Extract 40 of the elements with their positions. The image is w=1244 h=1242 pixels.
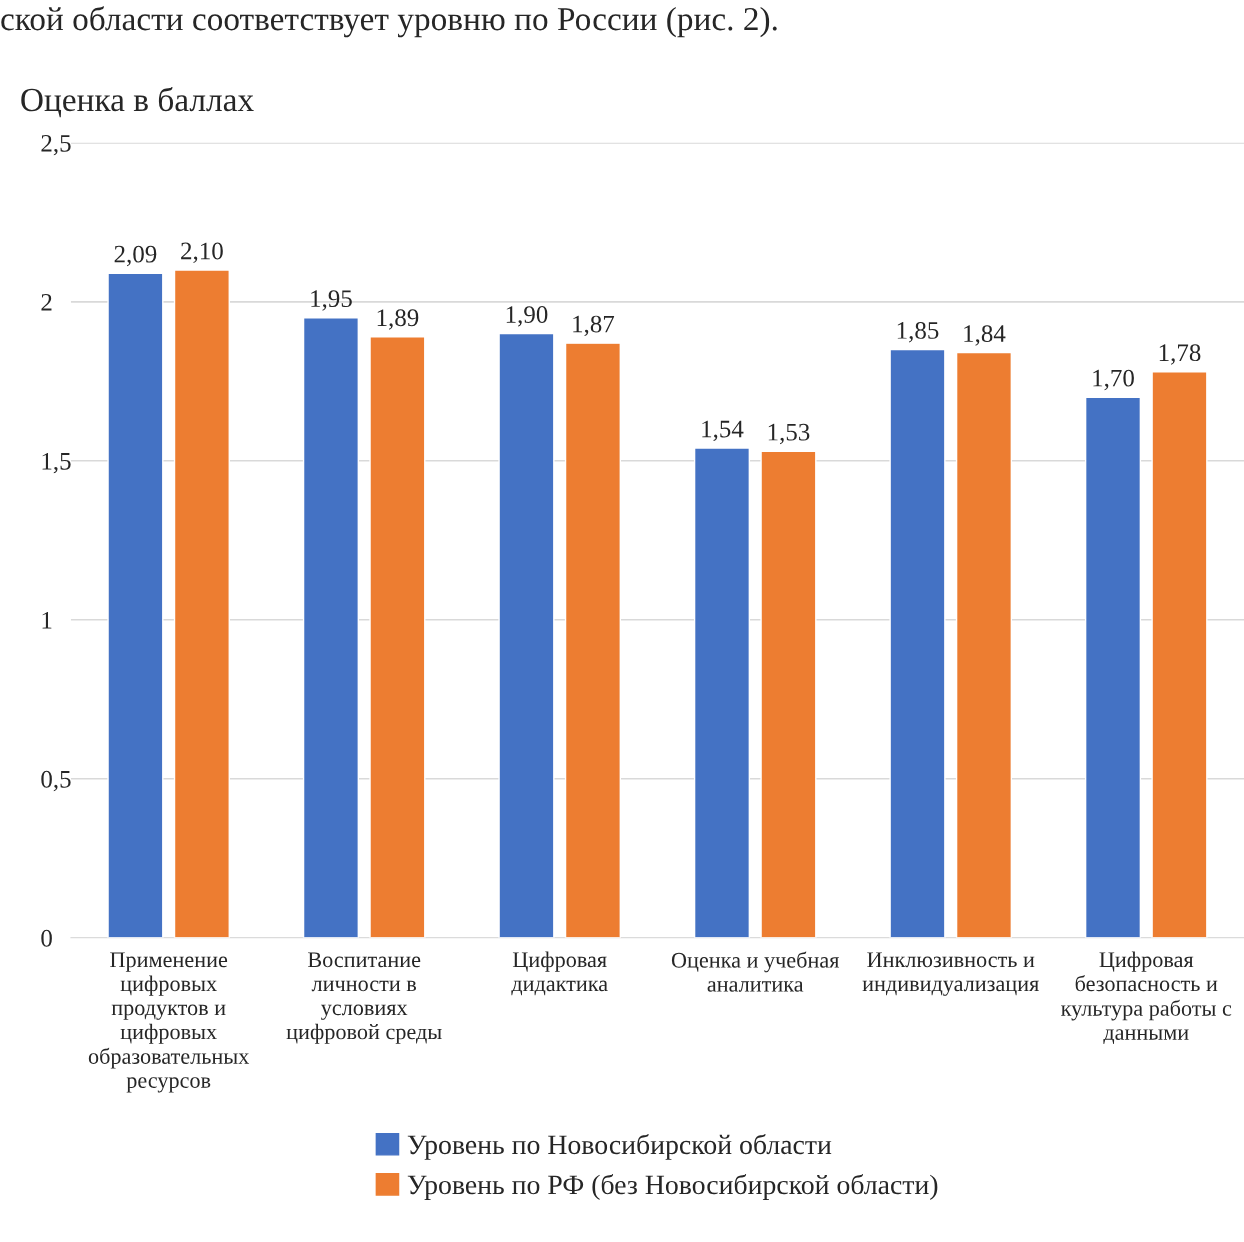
bar bbox=[564, 342, 622, 938]
y-axis-title: Оценка в баллах bbox=[21, 87, 254, 118]
x-tick-label: Инклюзивность и индивидуализация bbox=[862, 952, 1039, 996]
x-tick-label: Оценка и учебная аналитика bbox=[671, 951, 840, 992]
y-tick-label: 1,5 bbox=[42, 452, 71, 474]
data-label: 1,53 bbox=[768, 423, 810, 445]
bar bbox=[1151, 371, 1208, 938]
data-label: 1,84 bbox=[964, 325, 1006, 346]
x-tick-label: Применение цифровых продуктов и цифровых образовательных ресурсов bbox=[88, 952, 250, 1093]
data-label: 1,90 bbox=[506, 306, 548, 327]
data-label: 1,85 bbox=[897, 321, 939, 343]
bar bbox=[889, 348, 946, 938]
x-tick-label: Цифровая дидактика bbox=[511, 951, 608, 996]
y-tick-label: 2,5 bbox=[41, 134, 71, 156]
data-label: 2,09 bbox=[114, 245, 157, 267]
data-label: 1,54 bbox=[702, 420, 744, 442]
bar bbox=[107, 272, 164, 938]
data-label: 2,10 bbox=[181, 242, 223, 263]
bar bbox=[955, 351, 1013, 938]
x-tick-label: Цифровая безопасность и культура работы с данными bbox=[1061, 951, 1232, 1045]
data-label: 1,89 bbox=[377, 309, 419, 330]
y-tick-label: 1 bbox=[42, 611, 52, 629]
bar bbox=[760, 450, 817, 938]
y-tick-label: 0,5 bbox=[41, 770, 71, 792]
data-label: 1,78 bbox=[1159, 344, 1201, 365]
legend-label: Уровень по Новосибирской области bbox=[407, 1134, 832, 1160]
bar bbox=[498, 332, 555, 938]
x-tick-label: Воспитание личности в условиях цифровой среды bbox=[286, 952, 442, 1044]
bar bbox=[693, 447, 751, 938]
bar bbox=[369, 336, 426, 938]
legend-label: Уровень по РФ (без Новосибирской области) bbox=[407, 1174, 938, 1200]
bar bbox=[173, 269, 230, 938]
y-tick-label: 0 bbox=[41, 929, 52, 947]
data-label: 1,70 bbox=[1093, 369, 1134, 391]
text: ской области соответствует уровню по России (рис. 2). bbox=[1, 6, 777, 38]
bar bbox=[1084, 396, 1142, 938]
data-label: 1,87 bbox=[573, 315, 615, 337]
data-label: 1,95 bbox=[311, 290, 352, 311]
bar bbox=[302, 317, 360, 938]
y-tick-label: 2 bbox=[41, 293, 52, 311]
